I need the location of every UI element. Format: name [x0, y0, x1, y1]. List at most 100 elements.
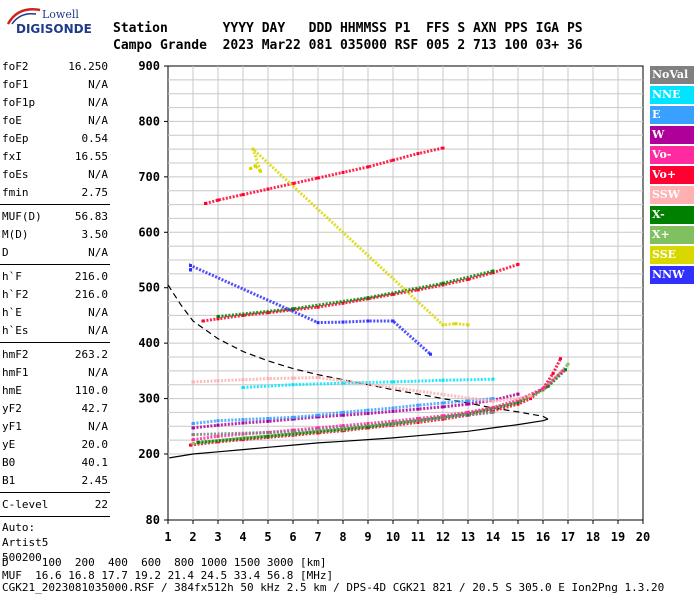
echo-point-e — [341, 410, 345, 414]
echo-point-vo — [541, 387, 545, 391]
echo-point-vo — [191, 438, 195, 442]
param-value: 2.75 — [81, 186, 109, 199]
param-name: M(D) — [2, 228, 29, 241]
echo-point-ssw — [216, 379, 220, 383]
echo-point-noval — [491, 410, 495, 414]
param-value: 216.0 — [74, 270, 108, 283]
footer-distance-row: D 100 200 400 600 800 1000 1500 3000 [km… — [2, 556, 327, 569]
echo-point-noval — [391, 421, 395, 425]
param-name: yF1 — [2, 420, 22, 433]
y-tick-label: 300 — [138, 392, 160, 406]
x-tick-label: 7 — [314, 530, 321, 544]
echo-point-vo-2nd-hop — [491, 271, 495, 275]
param-row: hmE 110.0 — [0, 382, 110, 400]
param-name: h`E — [2, 306, 22, 319]
logo-top-text: Lowell — [42, 8, 79, 21]
param-value: N/A — [88, 366, 108, 379]
echo-point-e — [216, 419, 220, 423]
param-value: N/A — [88, 96, 108, 109]
echo-point-nne — [441, 378, 445, 382]
echo-point-vo — [466, 410, 470, 414]
echo-point-w — [191, 426, 195, 430]
param-value: 16.250 — [68, 60, 108, 73]
echo-point-vo-2nd-hop — [341, 301, 345, 305]
echo-point-ssw — [316, 376, 320, 380]
echo-point-vo-3rd-hop — [366, 165, 370, 169]
param-name: B0 — [2, 456, 16, 469]
param-name: yF2 — [2, 402, 22, 415]
y-tick-label: 400 — [138, 336, 160, 350]
echo-point-nne — [391, 380, 395, 384]
y-tick-label: 700 — [138, 170, 160, 184]
legend-item-vo-: Vo+ — [650, 166, 694, 184]
echo-point-w — [266, 419, 270, 423]
param-name: B1 — [2, 474, 16, 487]
echo-point-noval — [191, 433, 195, 437]
lowell-digisonde-logo: Lowell DIGISONDE — [2, 6, 92, 46]
y-tick-label: 200 — [138, 447, 160, 461]
param-name: foEp — [2, 132, 29, 145]
autoscaling-info: 500200 — [2, 551, 42, 564]
echo-point-w — [466, 402, 470, 406]
legend-item-w: W — [650, 126, 694, 144]
echo-point-vo — [216, 434, 220, 438]
param-row: yF2 42.7 — [0, 400, 110, 418]
echo-point-nnw — [341, 320, 345, 324]
param-name: h`F2 — [2, 288, 29, 301]
echo-point-vo-3rd-hop — [204, 201, 207, 205]
legend-item-nne: NNE — [650, 86, 694, 104]
echo-point-sse — [254, 164, 257, 168]
echo-point-vo — [441, 414, 445, 418]
echo-point-ssw — [516, 397, 520, 401]
param-value: N/A — [88, 78, 108, 91]
footer-file-info: CGK21_2023081035000.RSF / 384fx512h 50 k… — [2, 581, 665, 594]
echo-point-vo — [341, 424, 345, 428]
echo-point-w — [316, 415, 320, 419]
echo-point-ssw — [529, 394, 532, 398]
param-name: h`F — [2, 270, 22, 283]
echo-point-vo-2nd-hop — [466, 277, 470, 281]
echo-point-nnw — [316, 321, 320, 325]
echo-point-vo-3rd-hop — [241, 193, 245, 197]
autoscaling-info: Artist5 — [2, 536, 49, 549]
echo-point-vo-3rd-hop — [316, 176, 320, 180]
x-tick-label: 17 — [561, 530, 575, 544]
param-row: foF1p N/A — [0, 94, 110, 112]
y-tick-label: 80 — [146, 513, 160, 527]
param-row: fxI 16.55 — [0, 148, 110, 166]
echo-point-vo-2nd-hop — [316, 305, 320, 309]
x-tick-label: 16 — [536, 530, 550, 544]
echo-trace-ssw — [192, 375, 531, 403]
echo-point-vo — [391, 419, 395, 423]
logo-globe-icon — [6, 8, 41, 25]
station-header: Station YYYY DAY DDD HHMMSS P1 FFS S AXN… — [113, 20, 583, 54]
echo-point-vo-3rd-hop — [291, 182, 295, 186]
param-separator — [0, 516, 110, 517]
param-value: N/A — [88, 306, 108, 319]
echo-point-vo-3rd-hop — [416, 152, 420, 156]
echo-point-vo — [529, 397, 532, 401]
echo-point-nne — [491, 377, 495, 381]
param-name: hmE — [2, 384, 22, 397]
polarization-legend: NoVal NNE E W Vo- Vo+ SSW X- X+ SSE NNW — [650, 66, 694, 286]
autoscaling-info: Auto: — [2, 521, 36, 534]
echo-point-x — [566, 362, 570, 366]
plot-frame — [167, 65, 644, 521]
param-row: foEs N/A — [0, 166, 110, 184]
param-separator — [0, 492, 110, 493]
param-row: h`Es N/A — [0, 322, 110, 340]
echo-point-x-2nd-hop — [291, 307, 295, 311]
param-value: 22 — [94, 498, 108, 511]
echo-trace-vo-2nd-hop — [202, 262, 519, 323]
y-tick-label: 900 — [138, 59, 160, 73]
echo-point-e — [366, 408, 370, 412]
x-tick-label: 11 — [411, 530, 425, 544]
x-tick-label: 4 — [239, 530, 246, 544]
x-tick-label: 10 — [386, 530, 400, 544]
x-tick-label: 15 — [511, 530, 525, 544]
echo-point-e — [441, 401, 445, 405]
param-row: yE 20.0 — [0, 436, 110, 454]
param-separator — [0, 342, 110, 343]
echo-point-noval — [291, 430, 295, 434]
echo-point-ssw — [191, 380, 195, 384]
